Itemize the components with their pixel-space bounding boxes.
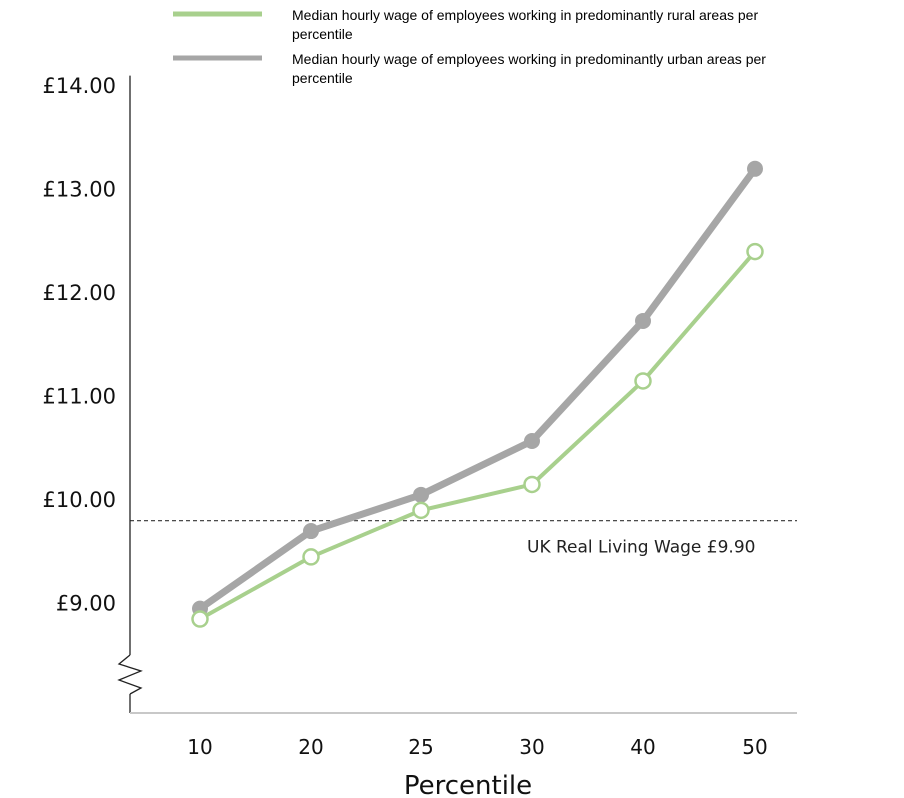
series-rural — [191, 242, 764, 628]
y-tick-label: £10.00 — [43, 488, 116, 512]
data-point — [634, 372, 652, 390]
legend-item: Median hourly wage of employees working … — [173, 51, 766, 86]
x-tick-label: 25 — [408, 735, 433, 759]
y-tick-label: £12.00 — [43, 281, 116, 305]
y-tick-label: £14.00 — [43, 74, 116, 98]
reference-line-group: UK Real Living Wage £9.90 — [130, 520, 797, 558]
living-wage-label: UK Real Living Wage £9.90 — [527, 538, 755, 558]
data-point — [635, 312, 651, 329]
y-tick-label: £9.00 — [56, 592, 116, 616]
data-point — [303, 523, 319, 540]
x-axis-label: Percentile — [404, 771, 532, 798]
data-point — [412, 501, 430, 520]
legend-label: percentile — [292, 26, 353, 42]
data-point — [191, 610, 209, 628]
data-point — [523, 475, 541, 494]
legend-label: percentile — [292, 70, 353, 86]
x-tick-label: 30 — [519, 735, 544, 759]
x-tick-label: 20 — [298, 735, 323, 759]
x-tick-label: 10 — [187, 735, 212, 759]
y-tick-label: £11.00 — [43, 385, 116, 409]
axes — [117, 75, 797, 714]
data-point — [524, 433, 540, 450]
data-point — [302, 548, 320, 566]
data-point — [746, 242, 764, 261]
data-point — [413, 486, 429, 503]
legend-label: Median hourly wage of employees working … — [292, 7, 758, 23]
y-axis-break — [117, 654, 143, 695]
x-tick-labels: 10 20 25 30 40 50 — [187, 735, 767, 759]
x-tick-label: 50 — [742, 735, 767, 759]
series-line — [198, 249, 757, 622]
series-urban — [192, 160, 763, 617]
legend-item: Median hourly wage of employees working … — [173, 7, 758, 42]
series-group — [191, 160, 764, 628]
series-line — [196, 165, 759, 613]
data-point — [747, 160, 763, 177]
x-tick-label: 40 — [630, 735, 655, 759]
y-tick-label: £13.00 — [43, 178, 116, 202]
y-tick-labels: £9.00 £10.00 £11.00 £12.00 £13.00 £14.00 — [43, 74, 116, 616]
legend: Median hourly wage of employees working … — [173, 7, 766, 86]
legend-label: Median hourly wage of employees working … — [292, 51, 766, 67]
